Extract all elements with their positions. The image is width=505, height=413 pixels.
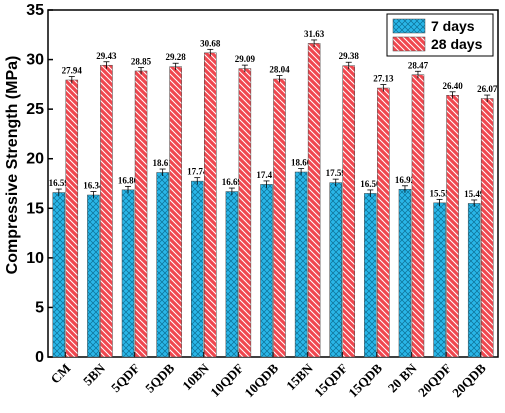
x-category-label: 15QDF [311, 360, 350, 399]
legend-label: 28 days [431, 36, 483, 52]
legend: 7 days 28 days [386, 13, 494, 57]
data-label: 28.47 [408, 60, 429, 70]
data-label: 29.43 [96, 51, 117, 61]
x-category-label: 10QDB [241, 360, 281, 400]
y-tick-label: 25 [26, 101, 44, 118]
y-tick-label: 10 [26, 250, 44, 267]
bar-28-days [342, 65, 355, 358]
data-label: 15.49 [464, 189, 485, 199]
bar-7-days [364, 193, 377, 358]
bar-28-days [100, 64, 113, 358]
bar-28-days [238, 68, 252, 358]
data-label: 17.59 [326, 168, 347, 178]
x-category-label: 10QDF [207, 360, 246, 399]
bar-7-days [433, 202, 446, 358]
bar-28-days [273, 78, 286, 358]
data-label: 15.55 [429, 188, 450, 198]
bar-7-days [467, 203, 481, 358]
bar-7-days [121, 189, 135, 358]
x-category-label: 20QDF [415, 360, 454, 399]
bar-7-days [191, 180, 204, 358]
data-label: 17.74 [187, 167, 208, 177]
x-category-label: 20QDB [449, 360, 489, 400]
data-label: 29.28 [166, 52, 187, 62]
data-label: 16.34 [83, 181, 104, 191]
bar-28-days [134, 70, 148, 358]
data-label: 16.69 [222, 177, 243, 187]
bar-7-days [87, 194, 100, 358]
data-label: 17.41 [256, 170, 277, 180]
bar-28-days [307, 43, 321, 358]
x-category-label: 5QDB [142, 360, 177, 395]
bar-28-days [377, 87, 390, 358]
bar-7-days [225, 191, 239, 358]
data-label: 18.61 [153, 158, 174, 168]
bar-7-days [294, 171, 308, 358]
data-label: 16.86 [118, 175, 139, 185]
x-category-label: CM [47, 361, 73, 387]
bar-7-days [329, 182, 342, 358]
y-axis-title: Compressive Strength (MPa) [4, 56, 21, 275]
legend-swatch [392, 36, 426, 52]
data-label: 31.63 [304, 29, 325, 39]
plot-area: 0 5 10 15 20 25 30 35 CM 16.59 27.94 5BN 16.34 29.43 5… [26, 2, 499, 400]
x-category-label: 5BN [80, 360, 108, 388]
data-label: 29.09 [235, 54, 256, 64]
data-label: 28.04 [269, 65, 290, 75]
data-label: 29.38 [339, 51, 360, 61]
data-label: 27.13 [373, 74, 394, 84]
y-tick-label: 5 [35, 299, 44, 316]
y-tick-label: 30 [26, 52, 44, 69]
bar-7-days [260, 184, 273, 358]
legend-label: 7 days [431, 18, 475, 34]
y-tick-label: 0 [35, 349, 44, 366]
data-label: 27.94 [62, 66, 83, 76]
data-label: 18.66 [291, 158, 312, 168]
bar-7-days [52, 192, 66, 358]
data-label: 16.50 [360, 179, 381, 189]
y-tick-label: 15 [26, 200, 44, 217]
plot-frame [47, 9, 499, 358]
bar-28-days [446, 95, 459, 358]
x-category-label: 5QDF [108, 360, 143, 395]
data-label: 16.92 [395, 175, 416, 185]
bar-28-days [65, 79, 79, 358]
x-category-label: 15QDB [345, 360, 385, 400]
data-label: 16.59 [49, 178, 70, 188]
data-label: 26.40 [442, 81, 463, 91]
bar-7-days [398, 189, 412, 358]
legend-swatch [392, 18, 426, 34]
bar-28-days [169, 66, 182, 358]
data-label: 30.68 [200, 38, 221, 48]
data-label: 26.07 [477, 84, 498, 94]
bar-28-days [411, 74, 425, 358]
bar-28-days [480, 98, 494, 358]
bar-28-days [204, 52, 217, 358]
y-tick-label: 35 [26, 2, 44, 19]
bar-7-days [156, 172, 169, 358]
y-tick-label: 20 [26, 151, 44, 168]
data-label: 28.85 [131, 57, 152, 67]
